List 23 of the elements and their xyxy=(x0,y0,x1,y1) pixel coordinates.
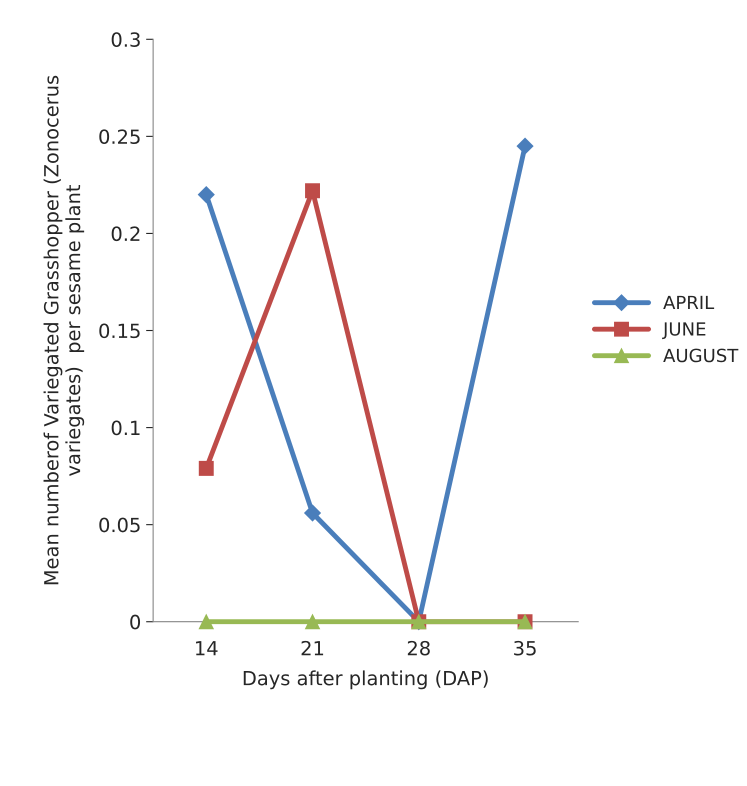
point xyxy=(304,504,321,522)
y-axis-title: Mean numberof Variegated Grasshopper (Zonocerus variegates) per sesame plant xyxy=(44,76,84,584)
point xyxy=(198,186,215,203)
x-tick-label: 35 xyxy=(514,640,536,656)
point xyxy=(198,614,214,630)
point xyxy=(198,460,214,476)
point xyxy=(305,614,320,630)
point xyxy=(516,138,534,154)
legend-label: APRIL xyxy=(663,296,714,309)
x-tick-label: 28 xyxy=(408,640,430,656)
y-tick-label: 0.25 xyxy=(99,129,140,144)
x-tick-label: 21 xyxy=(302,640,324,656)
y-tick-label: 0.05 xyxy=(99,518,140,532)
x-axis-title: Days after planting (DAP) xyxy=(244,670,488,690)
legend-label: AUGUST xyxy=(663,348,738,362)
x-tick-label: 14 xyxy=(196,641,218,656)
y-tick-label: 0.2 xyxy=(112,226,140,242)
y-tick-label: 0 xyxy=(130,614,140,630)
legend-label: JUNE xyxy=(662,322,706,340)
y-tick-label: 0.3 xyxy=(112,32,140,47)
point xyxy=(305,183,320,198)
y-tick-label: 0.1 xyxy=(112,420,140,436)
y-tick-label: 0.15 xyxy=(99,323,140,338)
